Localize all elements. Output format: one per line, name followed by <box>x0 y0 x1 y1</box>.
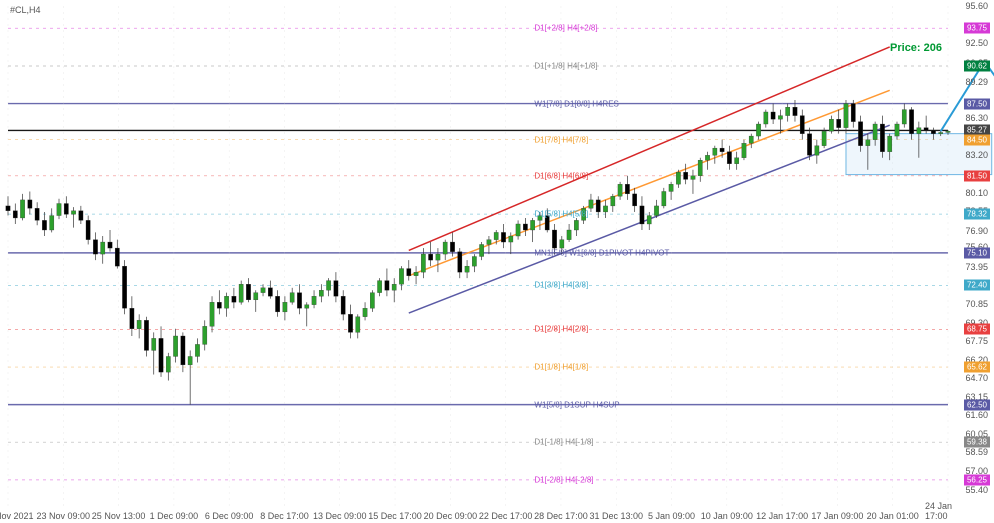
level-price-box: 87.50 <box>964 98 990 109</box>
level-label: D1[-1/8] H4[-1/8] <box>534 438 593 447</box>
y-axis-tick: 70.85 <box>965 299 988 309</box>
x-axis-tick: 31 Dec 13:00 <box>589 511 643 521</box>
level-label: D1[7/8] H4[7/8] <box>534 135 588 144</box>
x-axis-tick: 6 Dec 09:00 <box>205 511 254 521</box>
level-price-box: 75.10 <box>964 247 990 258</box>
level-label: MN1[5/8] W1[6/8] D1PIVOT H4PIVOT <box>534 248 669 257</box>
level-price-box: 93.75 <box>964 23 990 34</box>
chart-container: Price: 206 #CL,H4 95.6093.9692.5090.8589… <box>0 0 994 523</box>
level-price-box: 78.32 <box>964 209 990 220</box>
level-label: D1[+2/8] H4[+2/8] <box>534 24 597 33</box>
y-axis-tick: 64.70 <box>965 373 988 383</box>
y-axis-tick: 95.60 <box>965 1 988 11</box>
x-axis-tick: 10 Jan 09:00 <box>701 511 753 521</box>
y-axis-tick: 92.50 <box>965 38 988 48</box>
x-axis-tick: 20 Jan 01:00 <box>867 511 919 521</box>
x-axis-tick: 25 Nov 13:00 <box>92 511 146 521</box>
level-price-box: 90.62 <box>964 60 990 71</box>
y-axis-tick: 89.29 <box>965 77 988 87</box>
x-axis-tick: 12 Jan 17:00 <box>756 511 808 521</box>
x-axis-tick: 15 Dec 17:00 <box>368 511 422 521</box>
level-price-box: 56.25 <box>964 474 990 485</box>
x-axis-tick: 1 Dec 09:00 <box>150 511 199 521</box>
y-axis-tick: 80.10 <box>965 188 988 198</box>
y-axis-tick: 73.95 <box>965 262 988 272</box>
level-price-box: 68.75 <box>964 324 990 335</box>
x-axis-tick: 8 Dec 17:00 <box>260 511 309 521</box>
level-price-box: 72.40 <box>964 280 990 291</box>
y-axis-tick: 76.90 <box>965 226 988 236</box>
x-axis-tick: 23 Nov 09:00 <box>37 511 91 521</box>
level-label: D1[5/8] H4[5/8] <box>534 210 588 219</box>
level-price-box: 62.50 <box>964 399 990 410</box>
level-label: D1[2/8] H4[2/8] <box>534 325 588 334</box>
level-label: D1[-2/8] H4[-2/8] <box>534 475 593 484</box>
level-label: D1[1/8] H4[1/8] <box>534 363 588 372</box>
level-price-box: 59.38 <box>964 437 990 448</box>
price-label: Price: 206 <box>890 42 942 54</box>
level-label: W1[5/8] D1SUP H4SUP <box>534 400 619 409</box>
price-chart[interactable] <box>0 0 994 523</box>
level-price-box: 81.50 <box>964 170 990 181</box>
x-axis-tick: 20 Dec 09:00 <box>424 511 478 521</box>
x-axis-tick: 28 Dec 17:00 <box>534 511 588 521</box>
y-axis-tick: 83.20 <box>965 150 988 160</box>
x-axis-tick: 18 Nov 2021 <box>0 511 34 521</box>
level-label: W1[7/8] D1[8/8] H4RES <box>534 99 618 108</box>
level-price-box: 65.62 <box>964 362 990 373</box>
x-axis-tick: 5 Jan 09:00 <box>648 511 695 521</box>
x-axis-tick: 22 Dec 17:00 <box>479 511 533 521</box>
y-axis-tick: 61.60 <box>965 410 988 420</box>
level-label: D1[6/8] H4[6/8] <box>534 171 588 180</box>
level-label: D1[+1/8] H4[+1/8] <box>534 61 597 70</box>
y-axis-tick: 86.30 <box>965 113 988 123</box>
y-axis-tick: 67.75 <box>965 336 988 346</box>
y-axis-tick: 55.40 <box>965 485 988 495</box>
x-axis-tick: 24 Jan 17:00 <box>925 501 971 521</box>
y-axis-tick: 58.59 <box>965 447 988 457</box>
level-price-box: 84.50 <box>964 134 990 145</box>
symbol-label: #CL,H4 <box>10 5 41 15</box>
x-axis-tick: 17 Jan 09:00 <box>811 511 863 521</box>
level-label: D1[3/8] H4[3/8] <box>534 281 588 290</box>
x-axis-tick: 13 Dec 09:00 <box>313 511 367 521</box>
